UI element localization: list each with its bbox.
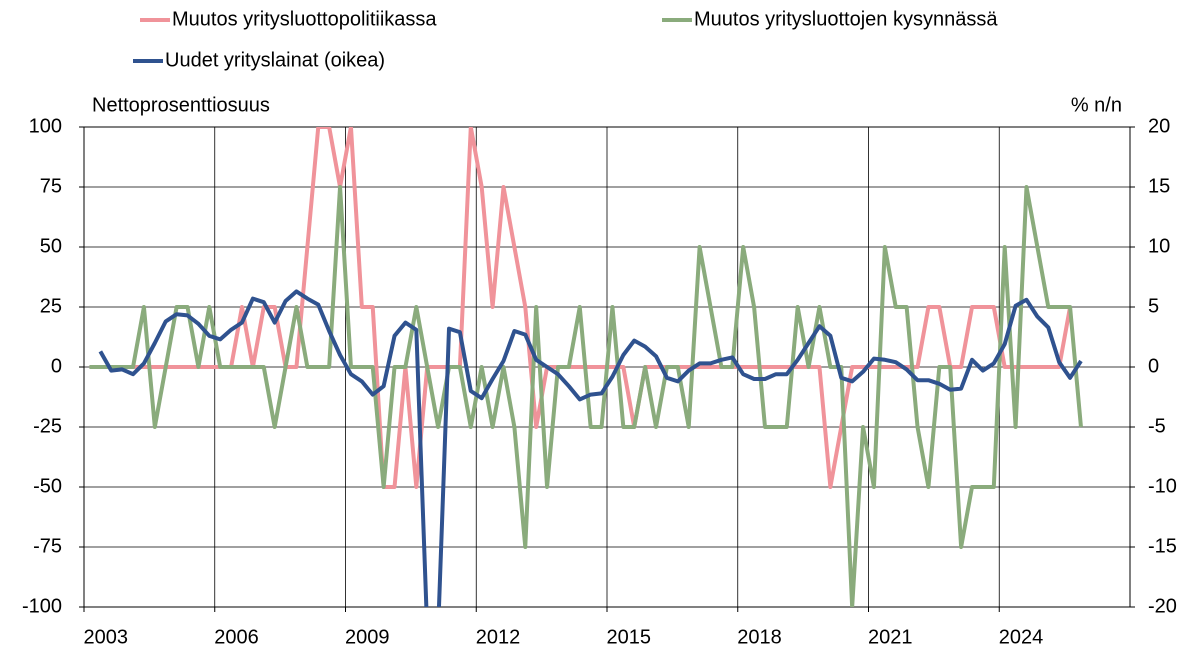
y2-tick-label: -20 (1148, 595, 1177, 617)
x-tick-label: 2018 (737, 626, 782, 648)
legend-label: Uudet yrityslainat (oikea) (165, 49, 385, 71)
y2-tick-label: -5 (1148, 415, 1166, 437)
y2-tick-label: 15 (1148, 175, 1170, 197)
x-tick-label: 2006 (214, 626, 259, 648)
x-tick-label: 2012 (476, 626, 521, 648)
y2-axis-label: % n/n (1071, 94, 1122, 116)
y-tick-label: -75 (33, 535, 62, 557)
legend-label: Muutos yritysluottojen kysynnässä (694, 8, 998, 30)
y-tick-label: -50 (33, 475, 62, 497)
series-line (89, 185, 1083, 607)
y-tick-label: -100 (22, 595, 62, 617)
y2-tick-label: 20 (1148, 115, 1170, 137)
y-axis-label: Nettoprosenttiosuus (92, 94, 270, 116)
y-tick-label: 0 (51, 355, 62, 377)
x-tick-label: 2024 (999, 626, 1044, 648)
y2-tick-label: 10 (1148, 235, 1170, 257)
y-tick-label: 50 (40, 235, 62, 257)
x-tick-label: 2009 (345, 626, 390, 648)
y-tick-label: -25 (33, 415, 62, 437)
plot-border (83, 126, 1131, 608)
series-line (98, 289, 1083, 607)
x-tick-label: 2021 (868, 626, 913, 648)
y2-tick-label: 0 (1148, 355, 1159, 377)
y2-tick-label: -15 (1148, 535, 1177, 557)
legend-label: Muutos yritysluottopolitiikassa (172, 8, 437, 30)
x-tick-label: 2003 (84, 626, 129, 648)
plot-lines (89, 127, 1083, 607)
y-tick-label: 25 (40, 295, 62, 317)
y2-tick-label: -10 (1148, 475, 1177, 497)
y-tick-label: 100 (29, 115, 62, 137)
y-tick-label: 75 (40, 175, 62, 197)
y2-tick-label: 5 (1148, 295, 1159, 317)
x-tick-label: 2015 (607, 626, 652, 648)
